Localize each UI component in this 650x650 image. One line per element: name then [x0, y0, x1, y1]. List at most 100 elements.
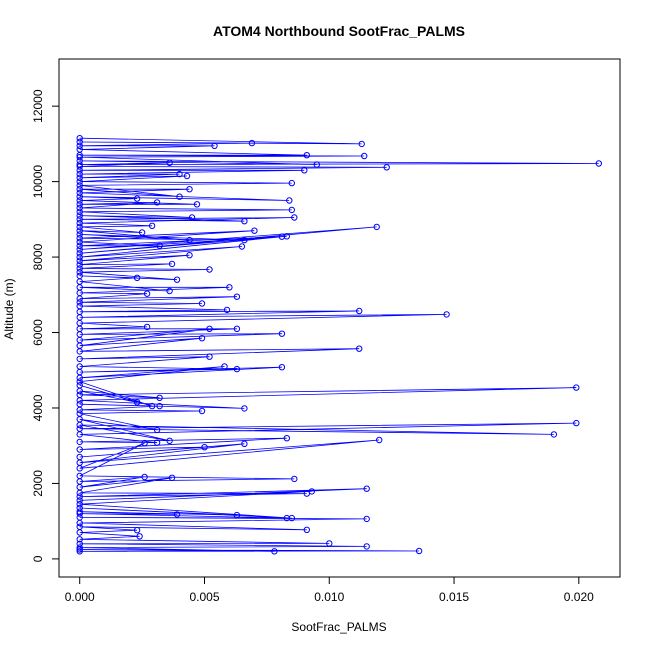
- data-point: [241, 440, 248, 447]
- series-layer: [76, 135, 602, 555]
- data-point: [76, 238, 83, 246]
- data-point: [415, 547, 423, 555]
- data-point: [153, 439, 161, 446]
- data-point: [76, 189, 83, 197]
- data-point: [313, 161, 320, 168]
- data-point: [76, 161, 83, 168]
- x-tick-label: 0.020: [564, 590, 594, 604]
- y-tick-label: 0: [31, 555, 45, 562]
- data-point: [138, 229, 146, 236]
- data-point: [206, 353, 213, 360]
- data-point: [76, 272, 83, 280]
- data-point: [233, 365, 241, 373]
- data-point: [76, 544, 83, 551]
- data-point: [76, 186, 83, 193]
- data-point: [221, 363, 228, 370]
- data-point: [76, 302, 83, 310]
- data-point: [76, 497, 83, 504]
- data-point: [363, 515, 370, 523]
- x-tick-label: 0.005: [189, 590, 219, 604]
- data-point: [193, 201, 201, 208]
- data-point: [198, 300, 206, 307]
- y-tick-label: 10000: [31, 165, 45, 199]
- data-point: [356, 307, 363, 315]
- data-point: [363, 543, 370, 550]
- data-point: [363, 485, 370, 492]
- data-point: [326, 540, 333, 547]
- data-point: [76, 504, 83, 512]
- data-point: [211, 142, 218, 150]
- data-point: [148, 402, 156, 410]
- data-point: [76, 453, 83, 461]
- data-point: [76, 197, 83, 204]
- data-point: [76, 548, 83, 555]
- data-point: [206, 266, 213, 273]
- data-point: [383, 164, 390, 171]
- data-point: [76, 299, 83, 306]
- data-point: [283, 435, 290, 442]
- data-point: [76, 355, 83, 363]
- data-point: [358, 140, 365, 148]
- data-point: [76, 193, 83, 200]
- data-point: [186, 252, 193, 259]
- data-point: [76, 523, 83, 530]
- data-point: [550, 431, 558, 438]
- data-point: [76, 508, 83, 515]
- data-point: [141, 439, 148, 447]
- data-point: [573, 419, 580, 427]
- data-point: [373, 223, 380, 231]
- data-point: [143, 290, 151, 297]
- chart-title: ATOM4 Northbound SootFrac_PALMS: [213, 23, 465, 39]
- y-tick-label: 8000: [31, 243, 45, 270]
- data-point: [76, 378, 83, 385]
- data-point: [76, 391, 83, 398]
- data-point: [156, 242, 163, 250]
- data-point: [76, 135, 83, 142]
- data-point: [291, 214, 298, 221]
- data-point: [198, 335, 206, 342]
- data-point: [226, 284, 233, 291]
- data-point: [303, 526, 310, 533]
- data-point: [136, 533, 143, 540]
- data-point: [301, 167, 308, 174]
- data-point: [241, 236, 248, 244]
- data-point: [153, 199, 161, 206]
- data-point: [76, 410, 83, 417]
- data-point: [186, 186, 193, 193]
- data-point: [443, 311, 450, 318]
- x-tick-label: 0.015: [439, 590, 469, 604]
- data-point: [76, 242, 83, 250]
- data-point: [76, 223, 83, 231]
- data-point: [76, 142, 83, 150]
- data-point: [198, 407, 206, 415]
- data-point: [303, 490, 310, 497]
- y-tick-label: 2000: [31, 470, 45, 497]
- data-point: [251, 227, 258, 234]
- data-point: [76, 493, 83, 500]
- data-point: [133, 527, 141, 534]
- data-point: [76, 261, 83, 268]
- data-point: [76, 201, 83, 208]
- data-point: [156, 394, 163, 401]
- data-point: [201, 444, 208, 451]
- data-point: [76, 146, 83, 153]
- y-tick-label: 4000: [31, 394, 45, 421]
- data-point: [148, 222, 156, 230]
- data-point: [286, 197, 293, 204]
- data-point: [223, 306, 231, 314]
- data-point: [288, 179, 295, 187]
- data-point: [76, 174, 83, 182]
- data-point: [76, 246, 83, 253]
- data-point: [76, 446, 83, 453]
- data-point: [153, 426, 161, 434]
- data-point: [76, 250, 83, 257]
- data-point: [76, 363, 83, 370]
- data-point: [241, 405, 248, 412]
- data-point: [143, 323, 151, 331]
- data-point: [376, 436, 383, 444]
- data-point: [76, 540, 83, 547]
- y-tick-label: 6000: [31, 319, 45, 346]
- x-tick-label: 0.010: [314, 590, 344, 604]
- data-point: [303, 152, 310, 159]
